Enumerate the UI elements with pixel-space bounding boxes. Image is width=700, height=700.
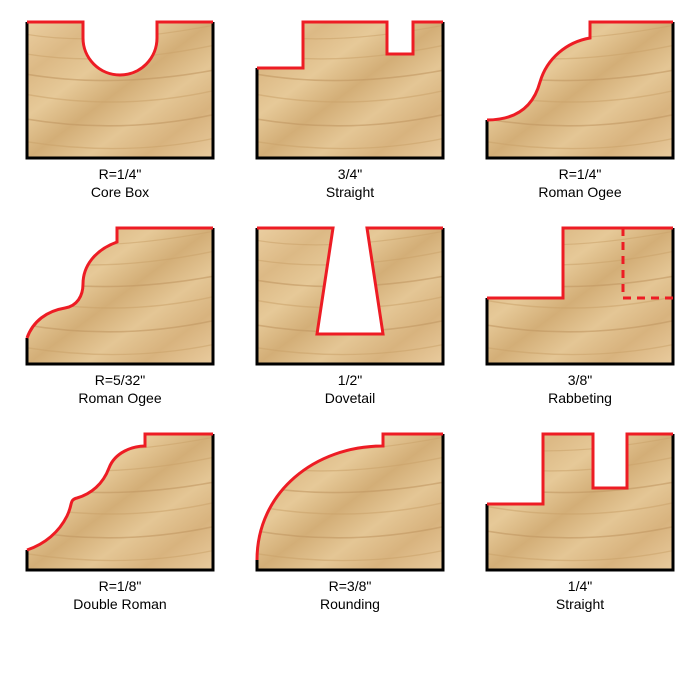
cell-rabbeting: 3/8" Rabbeting (480, 226, 680, 407)
cell-dovetail: 1/2" Dovetail (250, 226, 450, 407)
profile-straight-34 (255, 20, 445, 160)
name-text: Rabbeting (548, 390, 612, 408)
profile-straight-14 (485, 432, 675, 572)
label-rounding: R=3/8" Rounding (320, 578, 380, 613)
name-text: Rounding (320, 596, 380, 614)
profile-roman-14 (485, 20, 675, 160)
name-text: Roman Ogee (538, 184, 621, 202)
cell-roman-532: R=5/32" Roman Ogee (20, 226, 220, 407)
dim-text: 3/8" (548, 372, 612, 390)
cell-dbl-roman: R=1/8" Double Roman (20, 432, 220, 613)
name-text: Straight (556, 596, 604, 614)
cell-core-box: R=1/4" Core Box (20, 20, 220, 201)
label-roman-14: R=1/4" Roman Ogee (538, 166, 621, 201)
dim-text: R=1/8" (73, 578, 166, 596)
dim-text: R=5/32" (78, 372, 161, 390)
name-text: Double Roman (73, 596, 166, 614)
label-straight-34: 3/4" Straight (326, 166, 374, 201)
profile-core-box (25, 20, 215, 160)
cell-roman-14: R=1/4" Roman Ogee (480, 20, 680, 201)
label-roman-532: R=5/32" Roman Ogee (78, 372, 161, 407)
name-text: Core Box (91, 184, 149, 202)
dim-text: R=1/4" (538, 166, 621, 184)
cell-rounding: R=3/8" Rounding (250, 432, 450, 613)
profile-grid: R=1/4" Core Box 3/4" Straight R=1/ (20, 20, 680, 613)
profile-rounding (255, 432, 445, 572)
dim-text: R=1/4" (91, 166, 149, 184)
profile-rabbeting (485, 226, 675, 366)
name-text: Roman Ogee (78, 390, 161, 408)
name-text: Dovetail (325, 390, 376, 408)
label-dovetail: 1/2" Dovetail (325, 372, 376, 407)
label-dbl-roman: R=1/8" Double Roman (73, 578, 166, 613)
name-text: Straight (326, 184, 374, 202)
dim-text: R=3/8" (320, 578, 380, 596)
dim-text: 1/2" (325, 372, 376, 390)
profile-dovetail (255, 226, 445, 366)
profile-roman-532 (25, 226, 215, 366)
label-rabbeting: 3/8" Rabbeting (548, 372, 612, 407)
label-core-box: R=1/4" Core Box (91, 166, 149, 201)
dim-text: 3/4" (326, 166, 374, 184)
dim-text: 1/4" (556, 578, 604, 596)
profile-dbl-roman (25, 432, 215, 572)
label-straight-14: 1/4" Straight (556, 578, 604, 613)
cell-straight-14: 1/4" Straight (480, 432, 680, 613)
cell-straight-34: 3/4" Straight (250, 20, 450, 201)
